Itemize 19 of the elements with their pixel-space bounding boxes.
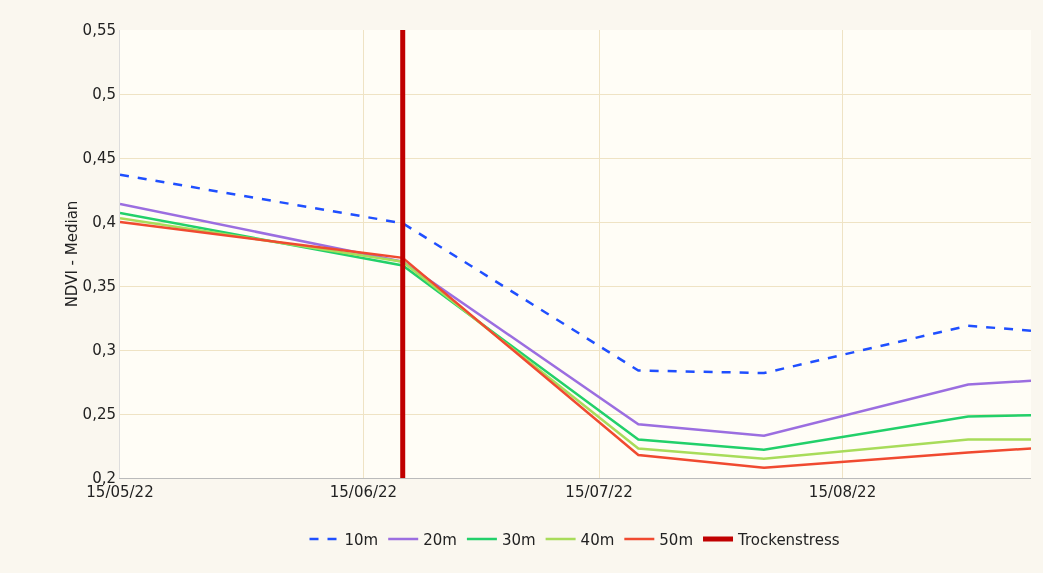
x-tick-label: 15/05/22 (86, 483, 154, 501)
y-tick-label: 0,25 (82, 405, 116, 424)
x-tick-label: 15/06/22 (329, 483, 398, 501)
line-series (120, 173, 1031, 375)
x-tick-label: 15/07/22 (565, 483, 633, 501)
y-tick-label: 0,45 (82, 149, 116, 168)
legend-label: 10m (344, 530, 379, 549)
x-tick-label: 15/08/22 (808, 483, 877, 501)
legend-label: 50m (659, 530, 694, 549)
legend-label: 20m (423, 530, 457, 549)
y-tick-label: 0,5 (92, 85, 116, 104)
legend-label: Trockenstress (737, 530, 840, 549)
legend-label: 40m (580, 530, 615, 549)
y-tick-label: 0,3 (92, 341, 116, 360)
y-tick-label: 0,55 (82, 21, 116, 40)
y-tick-label: 0,4 (92, 213, 116, 232)
legend-label: 30m (501, 530, 536, 549)
y-tick-label: 0,35 (82, 277, 116, 296)
y-axis-title: NDVI - Median (62, 200, 81, 308)
